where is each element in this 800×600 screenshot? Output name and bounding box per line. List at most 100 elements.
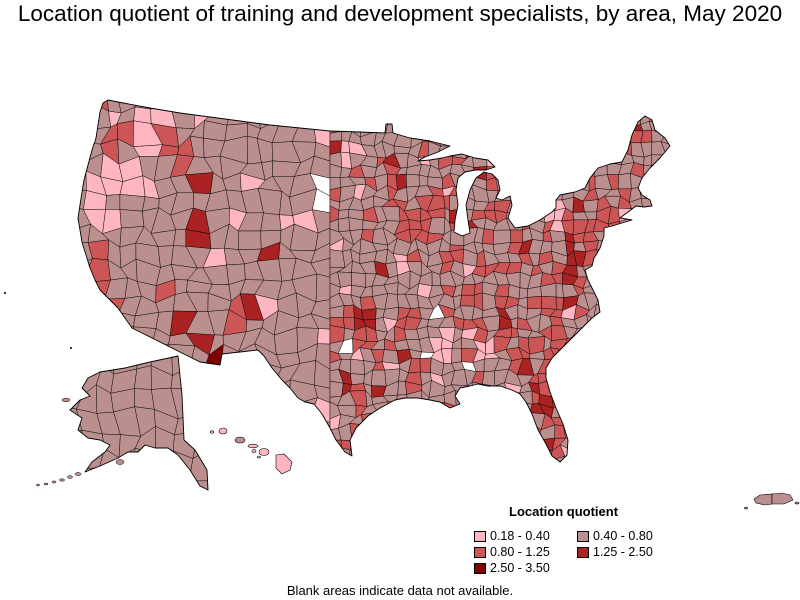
map-area: [660, 382, 670, 398]
map-area: [617, 125, 633, 132]
map-area: [133, 100, 157, 110]
map-area: [571, 173, 590, 192]
legend-swatch: [474, 562, 486, 574]
map-area: [559, 392, 578, 409]
map-area: [515, 143, 532, 155]
map-area: [595, 131, 607, 148]
map-area: [470, 129, 488, 147]
map-area: [451, 413, 467, 431]
map-area: [651, 412, 665, 427]
map-area: [507, 412, 517, 430]
map-area: [530, 445, 546, 462]
map-area: [593, 162, 608, 177]
map-area: [593, 347, 608, 366]
map-area: [641, 100, 656, 114]
map-area: [593, 413, 612, 429]
map-area: [582, 413, 599, 429]
map-area: [484, 436, 499, 450]
puerto-rico-west: [753, 493, 773, 506]
map-area: [588, 336, 596, 352]
map-area: [349, 423, 364, 441]
map-area: [134, 365, 152, 390]
map-area: [652, 273, 666, 289]
map-area: [652, 100, 664, 103]
map-area: [605, 273, 624, 285]
map-area: [415, 437, 433, 451]
map-area: [642, 231, 657, 241]
map-area: [517, 445, 534, 462]
map-area: [660, 100, 670, 103]
map-area: [526, 455, 544, 462]
map-area: [493, 429, 511, 440]
map-area: [495, 433, 511, 447]
map-area: [84, 352, 108, 362]
legend-label: 0.80 - 1.25: [490, 545, 550, 559]
map-area: [597, 435, 609, 450]
map-area: [415, 424, 430, 440]
map-area: [451, 405, 467, 415]
map-area: [581, 358, 599, 372]
map-area: [515, 197, 534, 214]
map-area: [410, 120, 423, 133]
map-area: [484, 444, 497, 462]
map-area: [348, 459, 367, 462]
map-area: [640, 359, 657, 374]
map-area: [350, 111, 362, 126]
map-area: [659, 307, 670, 318]
map-area: [550, 456, 568, 462]
map-area: [405, 173, 420, 188]
map-area: [644, 424, 655, 441]
map-area: [371, 444, 387, 462]
map-area: [631, 208, 644, 219]
map-area: [504, 433, 521, 452]
map-area: [660, 412, 670, 427]
map-area: [278, 416, 295, 442]
map-area: [664, 424, 670, 436]
map-area: [662, 458, 670, 462]
map-area: [620, 109, 633, 127]
map-area: [155, 450, 180, 476]
map-area: [426, 411, 441, 427]
map-area: [562, 173, 574, 190]
map-area: [395, 401, 410, 419]
map-area: [608, 380, 622, 396]
map-area: [349, 439, 367, 451]
map-area: [459, 294, 475, 307]
map-area: [448, 131, 467, 147]
legend-title: Location quotient: [509, 504, 619, 519]
map-area: [595, 273, 609, 285]
map-area: [572, 423, 586, 439]
map-area: [544, 100, 556, 116]
map-area: [449, 222, 466, 231]
map-area: [638, 413, 653, 431]
map-area: [220, 371, 246, 390]
map-area: [582, 435, 600, 450]
map-area: [626, 100, 643, 105]
map-area: [292, 452, 311, 462]
map-area: [618, 319, 635, 333]
map-area: [439, 426, 455, 438]
map-area: [451, 347, 462, 364]
map-area: [495, 163, 512, 179]
map-area: [615, 337, 633, 354]
map-area: [393, 456, 412, 462]
map-area: [70, 366, 84, 396]
map-area: [351, 272, 367, 288]
map-area: [427, 100, 446, 111]
map-area: [292, 419, 317, 441]
map-area: [461, 429, 474, 435]
map-area: [294, 102, 318, 128]
map-area: [641, 436, 655, 452]
map-area: [481, 228, 494, 245]
aleutian-island: [74, 472, 82, 476]
map-area: [381, 423, 400, 439]
map-area: [640, 316, 657, 333]
map-area: [664, 217, 670, 230]
map-area: [562, 110, 579, 127]
island-mona: [744, 506, 748, 510]
map-area: [192, 431, 208, 459]
map-area: [493, 390, 512, 409]
map-area: [604, 350, 623, 366]
map-area: [418, 174, 429, 187]
